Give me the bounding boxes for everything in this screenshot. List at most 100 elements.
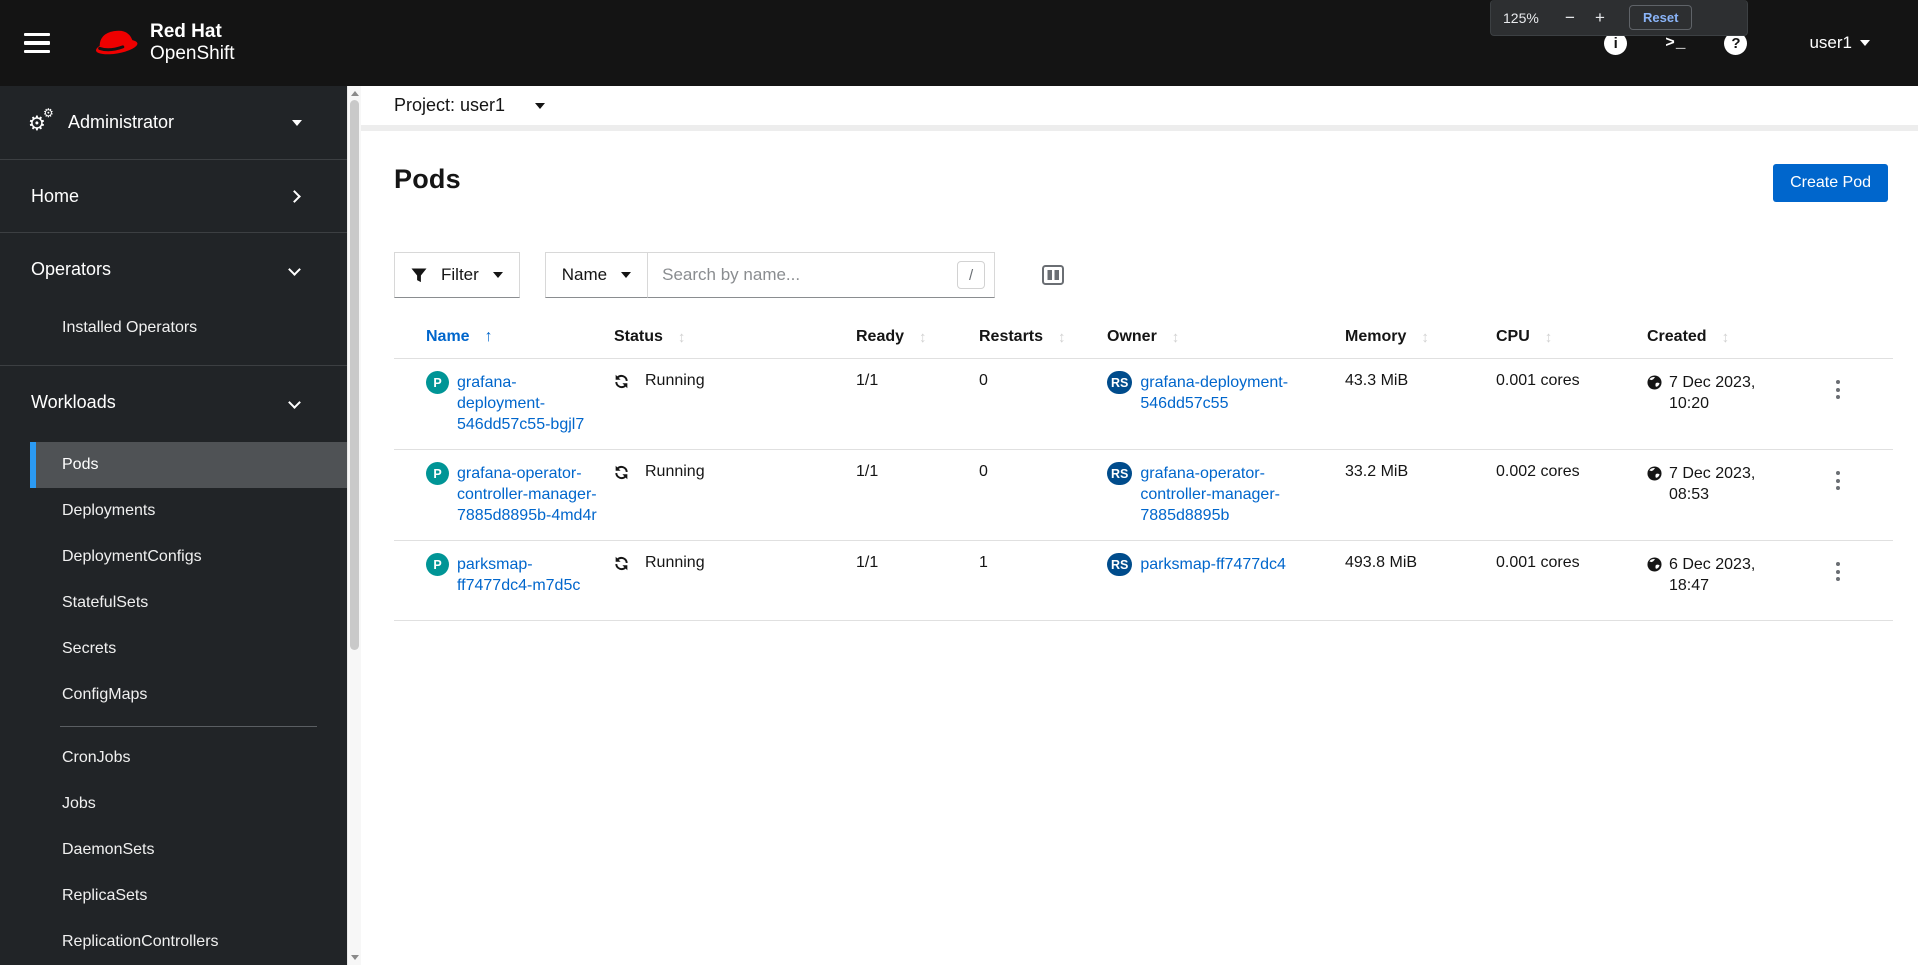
cell-memory: 43.3 MiB [1345, 372, 1409, 389]
header-label: Name [426, 328, 470, 345]
pod-badge: P [426, 371, 449, 394]
project-selector-dropdown[interactable]: Project: user1 [394, 95, 546, 116]
pod-link[interactable]: parksmap-ff7477dc4-m7d5c [457, 556, 581, 594]
sidebar-nav: ⚙ ⚙ Administrator Home Operators Installe… [0, 86, 347, 965]
cell-actions [1812, 541, 1893, 620]
sort-both-icon[interactable]: ↕ [1058, 328, 1066, 346]
running-sync-icon [615, 465, 628, 480]
sidebar-item-deploymentconfigs[interactable]: DeploymentConfigs [62, 548, 202, 565]
perspective-label: Administrator [68, 112, 175, 132]
column-header-memory[interactable]: Memory ↕ [1345, 318, 1496, 358]
sidebar-item-statefulsets[interactable]: StatefulSets [62, 594, 149, 611]
column-header-owner[interactable]: Owner ↕ [1107, 318, 1345, 358]
cell-created: 7 Dec 2023, 10:20 [1647, 359, 1812, 449]
search-wrap: / [647, 252, 996, 298]
search-type-dropdown[interactable]: Name [544, 252, 648, 298]
cell-cpu: 0.002 cores [1496, 463, 1580, 480]
cell-status: Running [614, 450, 856, 540]
sidebar-item-replicasets[interactable]: ReplicaSets [62, 887, 148, 904]
kebab-menu-icon[interactable] [1830, 556, 1846, 587]
table-header-row: Name ↑ Status ↕ Ready ↕ Restarts ↕ [394, 318, 1893, 359]
create-pod-button[interactable]: Create Pod [1773, 164, 1888, 202]
globe-timestamp-icon [1647, 375, 1662, 390]
sidebar-item-secrets[interactable]: Secrets [62, 640, 117, 657]
user-menu-dropdown[interactable]: user1 [1809, 33, 1870, 53]
column-header-cpu[interactable]: CPU ↕ [1496, 318, 1647, 358]
kebab-menu-icon[interactable] [1830, 374, 1846, 405]
table-body: P grafana-deployment-546dd57c55-bgjl7 Ru… [394, 359, 1893, 621]
sidebar-item-cronjobs[interactable]: CronJobs [62, 749, 131, 766]
page-header: Pods Create Pod [361, 131, 1918, 202]
kebab-menu-icon[interactable] [1830, 465, 1846, 496]
owner-link[interactable]: grafana-operator-controller-manager-7885… [1140, 465, 1280, 524]
table-row: P grafana-deployment-546dd57c55-bgjl7 Ru… [394, 359, 1893, 450]
zoom-in-button[interactable]: + [1595, 7, 1605, 27]
column-header-created[interactable]: Created ↕ [1647, 318, 1812, 358]
sidebar-item-daemonsets[interactable]: DaemonSets [62, 841, 155, 858]
owner-link[interactable]: parksmap-ff7477dc4 [1140, 556, 1286, 573]
sidebar-item-pods[interactable]: Pods [30, 442, 347, 488]
search-type-label: Name [561, 265, 608, 284]
pods-table: Name ↑ Status ↕ Ready ↕ Restarts ↕ [394, 318, 1893, 621]
page-title: Pods [394, 164, 461, 194]
filter-toolbar: Filter Name / [361, 202, 1918, 298]
nav-toggle-hamburger-icon[interactable] [24, 28, 50, 59]
sidebar-item-home[interactable]: Home [0, 160, 347, 232]
column-header-name[interactable]: Name ↑ [394, 318, 614, 358]
sort-both-icon[interactable]: ↕ [1421, 328, 1429, 346]
nav-label: Home [31, 185, 80, 206]
column-header-restarts[interactable]: Restarts ↕ [979, 318, 1107, 358]
cell-cpu: 0.001 cores [1496, 372, 1580, 389]
cell-cpu: 0.001 cores [1496, 554, 1580, 571]
header-label: Owner [1107, 328, 1157, 345]
pod-badge: P [426, 553, 449, 576]
zoom-out-button[interactable]: − [1565, 7, 1575, 27]
perspective-switcher[interactable]: ⚙ ⚙ Administrator [0, 86, 347, 160]
sidebar-scrollbar[interactable] [347, 86, 361, 965]
pod-link[interactable]: grafana-operator-controller-manager-7885… [457, 465, 597, 524]
info-glyph: i [1613, 34, 1618, 52]
operators-subnav: Installed Operators [0, 305, 347, 365]
owner-link[interactable]: grafana-deployment-546dd57c55 [1140, 374, 1289, 412]
sort-both-icon[interactable]: ↕ [1544, 328, 1553, 346]
sidebar-item-configmaps[interactable]: ConfigMaps [62, 686, 148, 703]
scrollbar-down-arrow[interactable] [348, 951, 361, 964]
cell-owner: RS grafana-deployment-546dd57c55 [1107, 359, 1345, 449]
scrollbar-thumb[interactable] [350, 100, 359, 650]
sidebar-item-installed-operators[interactable]: Installed Operators [62, 319, 198, 336]
filter-dropdown[interactable]: Filter [394, 252, 520, 298]
help-icon[interactable]: ? [1724, 31, 1748, 55]
sidebar-item-replicationcontrollers[interactable]: ReplicationControllers [62, 933, 219, 950]
info-circle-icon[interactable]: i [1604, 31, 1628, 55]
cloud-shell-terminal-icon[interactable]: >_ [1665, 34, 1686, 52]
cell-memory: 33.2 MiB [1345, 463, 1409, 480]
cell-created: 7 Dec 2023, 08:53 [1647, 450, 1812, 540]
chevron-down-icon [1860, 40, 1870, 46]
slash-shortcut-badge: / [957, 261, 986, 289]
sort-both-icon[interactable]: ↕ [1721, 328, 1730, 346]
status-text: Running [645, 372, 705, 389]
scrollbar-up-arrow[interactable] [348, 87, 361, 100]
sidebar-item-jobs[interactable]: Jobs [62, 795, 96, 812]
pod-badge: P [426, 462, 449, 485]
sidebar-item-operators[interactable]: Operators [0, 233, 347, 305]
pod-link[interactable]: grafana-deployment-546dd57c55-bgjl7 [457, 374, 585, 433]
cell-name: P parksmap-ff7477dc4-m7d5c [394, 541, 614, 620]
sort-both-icon[interactable]: ↕ [1171, 328, 1180, 346]
column-header-actions [1812, 318, 1893, 358]
cell-actions [1812, 450, 1893, 540]
nav-section-workloads: Workloads Pods Deployments DeploymentCon… [0, 366, 347, 965]
column-header-ready[interactable]: Ready ↕ [856, 318, 979, 358]
sort-ascending-icon[interactable]: ↑ [484, 328, 493, 345]
search-input[interactable] [647, 252, 996, 298]
cell-restarts: 0 [979, 463, 988, 480]
zoom-reset-button[interactable]: Reset [1629, 5, 1693, 30]
sidebar-item-deployments[interactable]: Deployments [62, 502, 156, 519]
column-header-status[interactable]: Status ↕ [614, 318, 856, 358]
username: user1 [1809, 33, 1852, 52]
project-label: Project: user1 [394, 95, 506, 115]
sort-both-icon[interactable]: ↕ [919, 328, 927, 346]
column-management-button[interactable] [1042, 265, 1065, 285]
sidebar-item-workloads[interactable]: Workloads [0, 366, 347, 438]
sort-both-icon[interactable]: ↕ [677, 328, 686, 346]
